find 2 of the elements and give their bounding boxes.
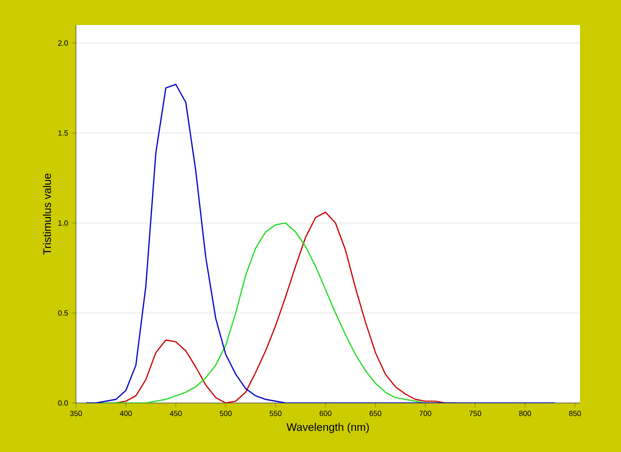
x-axis-title: Wavelength (nm) xyxy=(286,422,369,434)
y-axis-title: Tristimulus value xyxy=(42,174,52,255)
